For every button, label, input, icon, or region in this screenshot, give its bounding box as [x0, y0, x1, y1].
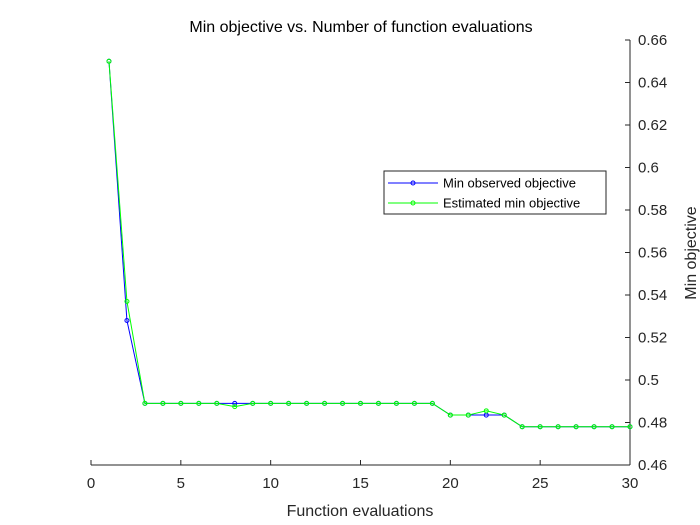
y-tick-label: 0.66 [638, 32, 667, 49]
data-point-estimated [250, 400, 256, 406]
data-point-estimated [124, 298, 130, 304]
y-axis-label: Min objective [683, 206, 700, 299]
data-point-estimated [322, 400, 328, 406]
y-tick-label: 0.46 [638, 457, 667, 474]
data-point-estimated [142, 400, 148, 406]
data-point-estimated [358, 400, 363, 406]
x-tick-label: 25 [532, 475, 549, 492]
data-point-estimated [340, 400, 346, 406]
x-tick-label: 20 [442, 475, 459, 492]
data-point-estimated [160, 400, 166, 406]
data-point-estimated [537, 424, 543, 430]
data-point-estimated [411, 400, 417, 406]
data-point-estimated [501, 412, 507, 418]
x-tick-label: 10 [262, 475, 279, 492]
data-point-estimated [519, 424, 525, 430]
x-axis-label: Function evaluations [287, 503, 434, 520]
plot-area: 0 5 10 15 20 25 30 0.46 0.48 0.5 0.52 0.54 0.56 0.58… [87, 32, 667, 492]
legend-marker-estimated [410, 200, 416, 206]
data-point-estimated [196, 400, 202, 406]
legend-box [383, 170, 607, 215]
y-tick-label: 0.56 [638, 245, 667, 262]
x-tick-label: 30 [622, 475, 639, 492]
data-point-estimated [375, 400, 381, 406]
y-tick-label: 0.48 [638, 415, 667, 432]
data-point-estimated [304, 400, 310, 406]
legend-marker-observed [410, 180, 416, 186]
data-point-estimated [429, 400, 435, 406]
x-tick-label: 15 [352, 475, 369, 492]
legend: Min observed objective Estimated min obj… [383, 170, 607, 215]
data-point-estimated [465, 412, 471, 418]
y-tick-label: 0.62 [638, 117, 667, 134]
data-point-observed [232, 400, 238, 406]
series-line-estimated [108, 61, 630, 428]
y-tick-label: 0.64 [638, 75, 667, 92]
y-tick-label: 0.6 [638, 160, 659, 177]
x-tick-label: 0 [87, 475, 95, 492]
data-point-estimated [106, 58, 112, 64]
data-point-estimated [447, 412, 453, 418]
data-point-estimated [609, 424, 615, 430]
series-layer [106, 58, 633, 430]
y-ticks: 0.46 0.48 0.5 0.52 0.54 0.56 0.58 0.6 0.62 0.64 0.… [625, 32, 667, 474]
y-tick-label: 0.5 [638, 372, 659, 389]
y-tick-label: 0.58 [638, 202, 667, 219]
data-point-estimated [591, 424, 597, 430]
y-tick-label: 0.54 [638, 287, 667, 304]
data-point-estimated [232, 404, 238, 410]
data-point-observed [124, 318, 130, 323]
legend-label-estimated: Estimated min objective [443, 196, 580, 211]
y-tick-label: 0.52 [638, 330, 667, 347]
data-point-estimated [483, 408, 489, 414]
data-point-estimated [555, 424, 561, 430]
data-point-estimated [214, 400, 220, 406]
chart-title: Min objective vs. Number of function eva… [189, 19, 532, 36]
x-tick-label: 5 [177, 475, 185, 492]
legend-label-observed: Min observed objective [443, 176, 576, 191]
data-point-estimated [393, 400, 399, 406]
data-point-estimated [573, 424, 579, 430]
series-estimated [106, 58, 633, 430]
data-point-estimated [286, 400, 292, 406]
data-point-estimated [178, 400, 184, 406]
data-point-estimated [268, 400, 274, 406]
x-ticks: 0 5 10 15 20 25 30 [87, 460, 639, 492]
data-point-estimated [627, 424, 633, 430]
